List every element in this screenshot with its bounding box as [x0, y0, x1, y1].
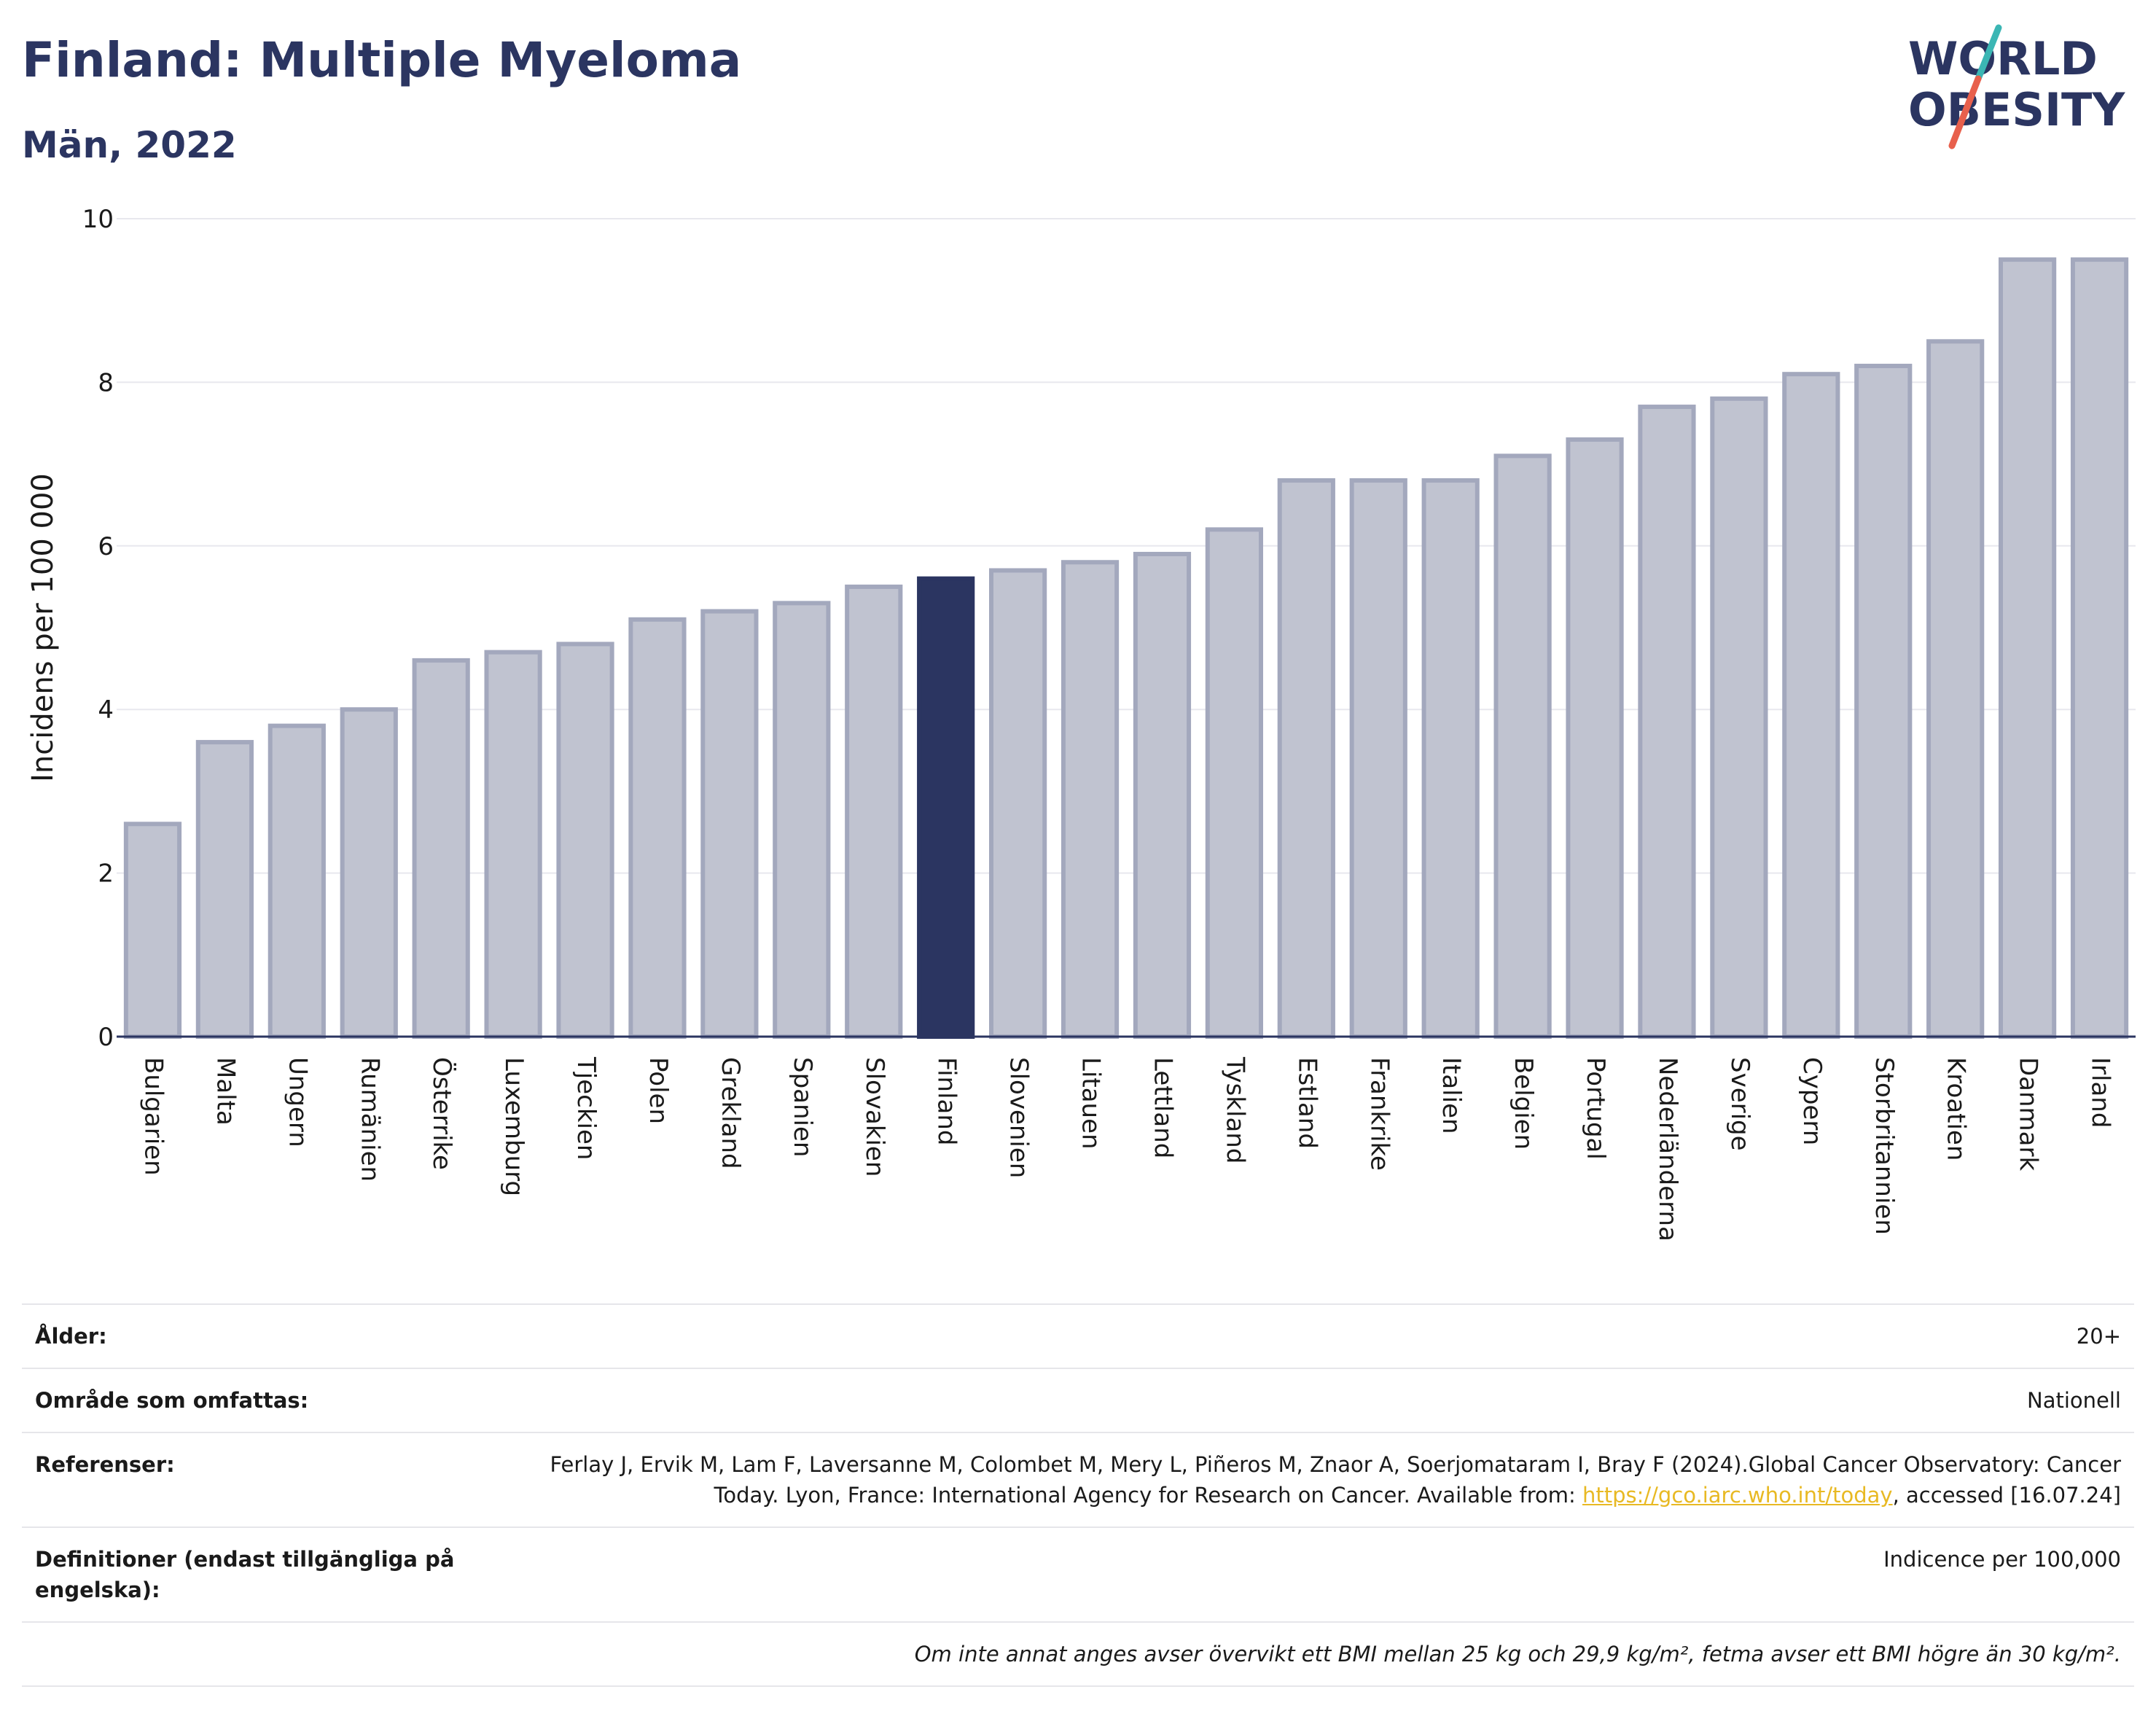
info-row-definitions: Definitioner (endast tillgängliga på eng…: [22, 1527, 2134, 1622]
y-tick-label: 10: [82, 205, 114, 234]
bar-danmark: [1999, 257, 2057, 1040]
x-tick-label: Nederländerna: [1653, 1057, 1682, 1241]
bar-cypern: [1782, 372, 1840, 1039]
bar-rumänien: [340, 707, 398, 1039]
x-tick-label: Polen: [644, 1057, 673, 1124]
y-tick-labels: 0 2 4 6 8 10: [82, 205, 114, 1052]
info-row-age: Ålder: 20+: [22, 1303, 2134, 1368]
x-tick-label: Finland: [932, 1057, 961, 1146]
y-tick-label: 4: [98, 695, 114, 725]
definitions-value: Indicence per 100,000: [500, 1527, 2134, 1622]
bar-belgien: [1493, 453, 1552, 1039]
area-value: Nationell: [500, 1368, 2134, 1432]
x-tick-label: Belgien: [1509, 1057, 1538, 1150]
x-tick-label: Irland: [2086, 1057, 2115, 1128]
x-tick-label: Estland: [1292, 1057, 1321, 1149]
bar-spanien: [773, 601, 831, 1039]
bar-slovakien: [845, 584, 903, 1039]
info-row-area: Område som omfattas: Nationell: [22, 1368, 2134, 1432]
x-tick-label: Frankrike: [1364, 1057, 1394, 1171]
bar-grekland: [700, 609, 759, 1039]
area-label: Område som omfattas:: [22, 1368, 500, 1432]
bar-tyskland: [1205, 527, 1263, 1039]
x-tick-label: Slovenien: [1004, 1057, 1034, 1178]
y-axis-title: Incidens per 100 000: [26, 473, 60, 782]
x-tick-label: Tyskland: [1220, 1056, 1249, 1163]
logo-slash-red: [1948, 75, 1982, 149]
definitions-label: Definitioner (endast tillgängliga på eng…: [22, 1527, 500, 1622]
bar-slovenien: [989, 568, 1047, 1039]
bar-frankrike: [1349, 478, 1407, 1039]
page-subtitle: Män, 2022: [22, 124, 237, 166]
references-label: Referenser:: [22, 1432, 500, 1527]
x-tick-label: Österrike: [427, 1057, 457, 1170]
info-row-footnote: Om inte annat anges avser övervikt ett B…: [22, 1621, 2134, 1687]
bar-ungern: [267, 723, 326, 1039]
y-tick-label: 2: [98, 859, 114, 889]
bar-chart: 0 2 4 6 8 10 Bulgarien Malta Ungern Rumänien Öste…: [26, 205, 2136, 1241]
bar-tjeckien: [556, 642, 614, 1039]
x-tick-label: Litauen: [1077, 1057, 1106, 1150]
info-table: Ålder: 20+ Område som omfattas: Nationel…: [22, 1303, 2134, 1687]
references-text: Ferlay J, Ervik M, Lam F, Laversanne M, …: [550, 1452, 2121, 1508]
x-tick-label: Tjeckien: [571, 1056, 601, 1160]
footnote: Om inte annat anges avser övervikt ett B…: [22, 1621, 2134, 1687]
bar-lettland: [1133, 552, 1192, 1039]
bar-malta: [195, 740, 254, 1040]
bar-österrike: [412, 658, 470, 1039]
y-tick-label: 0: [98, 1023, 114, 1052]
bars: [123, 257, 2129, 1040]
x-tick-label: Spanien: [788, 1057, 817, 1157]
references-link[interactable]: https://gco.iarc.who.int/today: [1582, 1483, 1893, 1508]
x-tick-label: Portugal: [1581, 1057, 1610, 1160]
logo-slash-teal: [1975, 24, 2002, 82]
x-tick-label: Slovakien: [860, 1057, 889, 1177]
x-tick-label: Sverige: [1725, 1057, 1754, 1151]
bar-luxemburg: [484, 650, 542, 1039]
x-tick-label: Italien: [1437, 1057, 1466, 1134]
bar-nederländerna: [1638, 405, 1696, 1039]
age-value: 20+: [500, 1303, 2134, 1368]
x-tick-label: Grekland: [716, 1057, 745, 1169]
x-tick-label: Danmark: [2014, 1057, 2043, 1171]
bar-finland: [917, 576, 975, 1039]
age-label: Ålder:: [22, 1303, 500, 1368]
bar-sverige: [1710, 396, 1768, 1039]
references-tail: , accessed [16.07.24]: [1892, 1483, 2121, 1508]
info-row-references: Referenser: Ferlay J, Ervik M, Lam F, La…: [22, 1432, 2134, 1527]
logo-text-obesity: OBESITY: [1908, 83, 2125, 136]
x-tick-label: Bulgarien: [138, 1057, 168, 1176]
bar-estland: [1277, 478, 1335, 1039]
references-value: Ferlay J, Ervik M, Lam F, Laversanne M, …: [500, 1432, 2134, 1527]
x-tick-label: Lettland: [1148, 1057, 1177, 1158]
x-tick-label: Luxemburg: [499, 1057, 528, 1196]
x-tick-label: Storbritannien: [1870, 1057, 1899, 1235]
bar-bulgarien: [123, 822, 182, 1040]
y-tick-label: 8: [98, 368, 114, 397]
logo-text-world: WORLD: [1908, 32, 2098, 85]
x-tick-label: Cypern: [1797, 1057, 1827, 1145]
x-category-labels: Bulgarien Malta Ungern Rumänien Österrike Lux…: [138, 1056, 2114, 1241]
bar-kroatien: [1926, 339, 1985, 1039]
x-tick-label: Kroatien: [1942, 1057, 1971, 1161]
bar-polen: [628, 617, 687, 1039]
bar-irland: [2070, 257, 2129, 1040]
x-tick-label: Ungern: [283, 1057, 312, 1147]
bar-litauen: [1061, 560, 1120, 1039]
x-tick-label: Rumänien: [355, 1057, 384, 1182]
y-tick-label: 6: [98, 532, 114, 561]
world-obesity-logo: WORLD OBESITY: [1908, 24, 2125, 149]
bar-portugal: [1566, 437, 1624, 1039]
x-tick-label: Malta: [211, 1057, 240, 1126]
bar-italien: [1421, 478, 1480, 1039]
page-title: Finland: Multiple Myeloma: [22, 32, 742, 88]
bar-storbritannien: [1854, 363, 1913, 1039]
